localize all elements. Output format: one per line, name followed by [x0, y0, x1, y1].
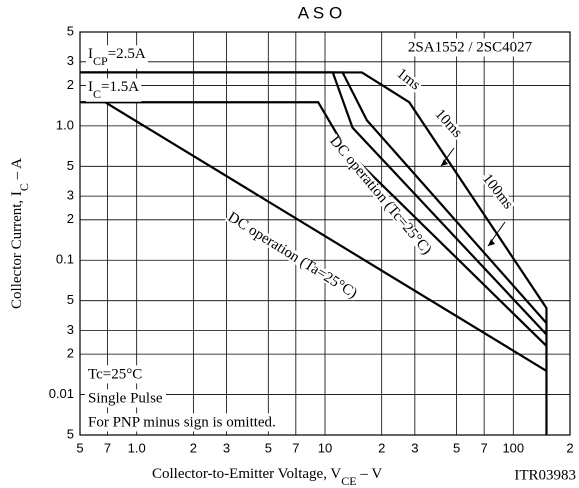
x-tick-label: 7: [104, 440, 111, 455]
annotation-part: C: [93, 87, 101, 101]
series-label: DC operation (Ta=25°C): [225, 209, 360, 302]
x-tick-label: 2: [566, 440, 573, 455]
label-bg: [85, 413, 279, 432]
y-tick-label: 0.01: [49, 386, 74, 401]
x-tick-label: 3: [223, 440, 230, 455]
series-label: 1ms: [394, 66, 424, 94]
y-tick-label: 2: [67, 211, 74, 226]
annotation: IC=1.5A: [88, 79, 139, 100]
y-tick-label: 1.0: [56, 117, 74, 132]
x-tick-label: 3: [411, 440, 418, 455]
x-tick-label: 7: [292, 440, 299, 455]
x-tick-label: 5: [453, 440, 460, 455]
note: Single Pulse: [88, 390, 163, 406]
series-label: DC operation (Tc=25°C): [326, 133, 434, 258]
y-tick-label: 3: [67, 188, 74, 203]
series-line: [104, 101, 548, 372]
plot-frame: [79, 31, 571, 436]
series-line: [80, 71, 548, 336]
x-tick-label: 100: [502, 440, 524, 455]
label-bg: [85, 365, 146, 384]
pointer-head: [441, 159, 448, 166]
annotation-part: =2.5A: [108, 46, 146, 62]
x-tick-label: 2: [190, 440, 197, 455]
x-tick-label: 5: [76, 440, 83, 455]
x-axis-label: Collector-to-Emitter Voltage, VCE – V: [152, 466, 382, 487]
label-bg: [403, 38, 537, 57]
y-axis-label-part: Collector Current, I: [9, 191, 25, 309]
annotation-part: I: [88, 79, 93, 95]
series-line: [80, 71, 548, 324]
x-axis-label-part: CE: [341, 474, 356, 488]
y-tick-label: 0.1: [56, 252, 74, 267]
label-bg: [86, 78, 142, 102]
x-tick-label: 7: [481, 440, 488, 455]
y-tick-label: 2: [67, 346, 74, 361]
annotation-part: CP: [93, 54, 108, 68]
y-axis-label-part: – A: [9, 158, 25, 183]
label-bg: [224, 210, 360, 301]
x-tick-label: 5: [265, 440, 272, 455]
label-bg: [327, 133, 434, 258]
annotation: ICP=2.5A: [88, 46, 146, 67]
series-line: [80, 101, 548, 347]
y-axis-label-part: C: [17, 183, 31, 191]
y-tick-label: 2: [67, 77, 74, 92]
figure-code: ITR03983: [514, 467, 576, 483]
label-bg: [394, 66, 423, 93]
annotation-part: =1.5A: [101, 79, 139, 95]
y-axis-label: Collector Current, IC – A: [9, 158, 30, 309]
x-tick-label: 1.0: [128, 440, 146, 455]
label-bg: [85, 389, 166, 408]
part-number: 2SA1552 / 2SC4027: [408, 39, 533, 55]
x-tick-label: 10: [318, 440, 332, 455]
annotation-part: I: [88, 46, 93, 62]
y-tick-label: 5: [67, 158, 74, 173]
x-tick-label: 2: [378, 440, 385, 455]
label-bg: [86, 45, 148, 69]
y-tick-label: 3: [67, 322, 74, 337]
y-tick-label: 5: [67, 426, 74, 441]
series-line: [80, 71, 548, 435]
y-tick-label: 5: [67, 292, 74, 307]
x-axis-label-part: Collector-to-Emitter Voltage, V: [152, 466, 341, 482]
label-bg: [479, 171, 516, 213]
x-axis-label-part: – V: [357, 466, 383, 482]
chart-title: A S O: [298, 3, 342, 22]
y-tick-label: 5: [67, 23, 74, 38]
note: For PNP minus sign is omitted.: [88, 414, 276, 430]
pointer-head: [488, 239, 495, 246]
note: Tc=25°C: [88, 366, 142, 382]
label-bg: [432, 106, 465, 141]
y-tick-label: 3: [67, 53, 74, 68]
